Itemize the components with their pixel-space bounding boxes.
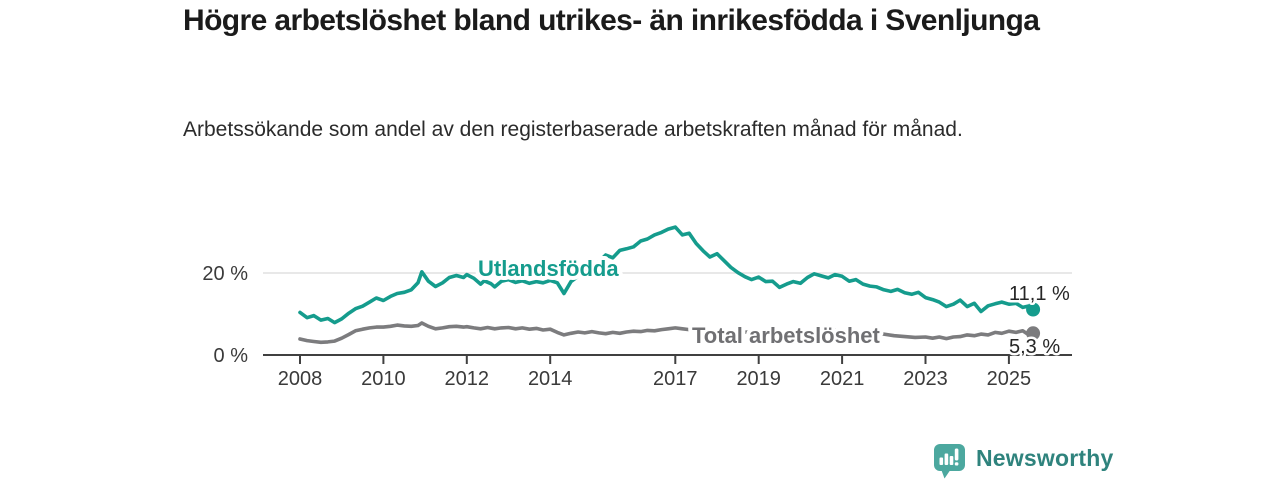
end-value-utlandsfodda: 11,1 % — [1009, 283, 1070, 305]
y-axis-labels: 0 % 20 % — [202, 263, 248, 367]
x-tick-label: 2023 — [903, 368, 948, 390]
data-series — [298, 225, 1041, 345]
newsworthy-branding: Newsworthy — [933, 443, 1113, 480]
x-tick-label: 2021 — [820, 368, 865, 390]
newsworthy-logo-icon — [934, 444, 965, 479]
series-end-dot-1 — [1026, 326, 1041, 341]
y-tick-label: 0 % — [214, 345, 249, 367]
end-value-total: 5,3 % — [1009, 336, 1060, 358]
series-line-0 — [298, 225, 1035, 325]
series-end-dot-0 — [1026, 302, 1041, 317]
series-label-utlandsfodda: Utlandsfödda — [478, 256, 619, 281]
y-tick-label: 20 % — [202, 263, 248, 285]
x-tick-label: 2012 — [445, 368, 490, 390]
newsworthy-wordmark: Newsworthy — [976, 445, 1114, 471]
x-tick-label: 2014 — [528, 368, 573, 390]
chart-subtitle: Arbetssökande som andel av den registerb… — [183, 118, 963, 141]
x-axis-ticks: 2008 2010 2012 2014 2017 2019 2021 2023 2025 — [278, 356, 1031, 390]
chart-title: Högre arbetslöshet bland utrikes- än inr… — [183, 4, 1040, 37]
x-tick-label: 2019 — [736, 368, 781, 390]
x-tick-label: 2017 — [653, 368, 698, 390]
x-tick-label: 2008 — [278, 368, 323, 390]
x-tick-label: 2010 — [361, 368, 406, 390]
x-tick-label: 2025 — [987, 368, 1032, 390]
series-label-total-arbetsloshet: Total arbetslöshet — [692, 323, 881, 348]
series-line-1 — [298, 321, 1035, 345]
